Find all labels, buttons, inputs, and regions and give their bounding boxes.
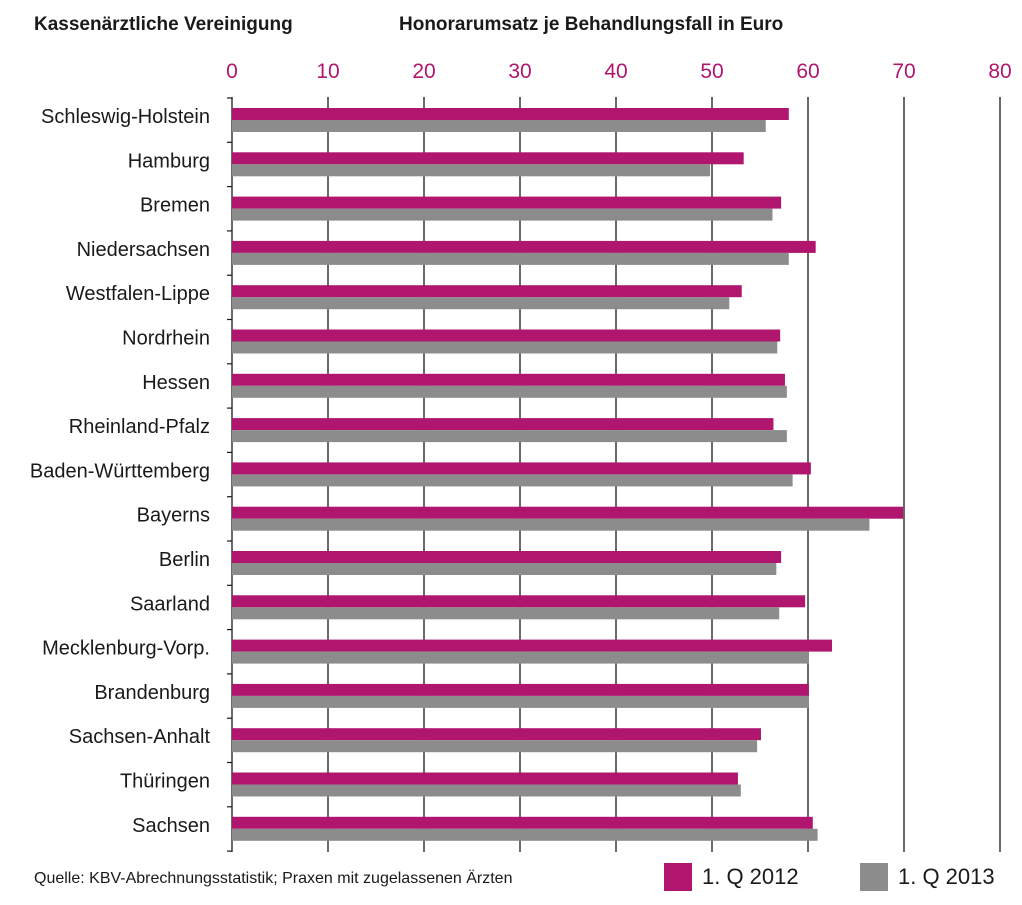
bar-2013-brandenburg [232, 695, 809, 708]
bar-2012-th-ringen [232, 772, 738, 785]
bar-2012-berlin [232, 551, 782, 563]
bar-2012-bayerns [232, 506, 904, 519]
chart-title: Honorarumsatz je Behandlungsfall in Euro [399, 14, 784, 35]
bar-2012-schleswig-holstein [232, 108, 789, 120]
bar-2013-mecklenburg-vorp [232, 651, 809, 664]
category-label-hessen: Hessen [142, 372, 210, 394]
bar-2012-saarland [232, 595, 806, 608]
bar-2013-rheinland-pfalz [232, 430, 787, 443]
bar-2012-nordrhein [232, 329, 781, 342]
category-label-hamburg: Hamburg [128, 150, 210, 172]
legend-item-2012: 1. Q 2012 [664, 862, 799, 892]
bar-2013-hessen [232, 385, 787, 398]
source-note: Quelle: KBV-Abrechnungsstatistik; Praxen… [34, 870, 513, 887]
category-axis-title: Kassenärztliche Vereinigung [34, 14, 293, 35]
bar-2012-hamburg [232, 152, 744, 165]
legend-label-2013: 1. Q 2013 [898, 864, 995, 889]
bar-2012-rheinland-pfalz [232, 418, 774, 431]
bar-2013-westfalen-lippe [232, 297, 730, 310]
bar-2012-sachsen-anhalt [232, 728, 761, 741]
x-tick-label-0: 0 [226, 60, 238, 83]
bar-2013-baden-w-rttemberg [232, 474, 793, 487]
legend-swatch-2012 [664, 863, 692, 891]
bar-2013-bremen [232, 208, 773, 221]
bar-2012-niedersachsen [232, 240, 816, 253]
bar-2013-th-ringen [232, 784, 741, 797]
legend-item-2013: 1. Q 2013 [860, 862, 995, 892]
category-label-nordrhein: Nordrhein [122, 328, 210, 350]
legend-label-2012: 1. Q 2012 [702, 864, 799, 889]
bar-2013-niedersachsen [232, 252, 789, 265]
x-tick-label-20: 20 [412, 60, 435, 83]
category-label-sachsen-anhalt: Sachsen-Anhalt [69, 726, 211, 748]
category-label-baden-w-rttemberg: Baden-Württemberg [30, 460, 210, 482]
x-tick-label-70: 70 [892, 60, 915, 83]
bar-2012-bremen [232, 196, 782, 209]
category-label-saarland: Saarland [130, 593, 210, 615]
bar-2013-nordrhein [232, 341, 778, 354]
category-label-westfalen-lippe: Westfalen-Lippe [66, 283, 210, 305]
legend-swatch-2013 [860, 863, 888, 891]
x-tick-label-30: 30 [508, 60, 531, 83]
bar-2013-schleswig-holstein [232, 120, 766, 132]
category-label-schleswig-holstein: Schleswig-Holstein [41, 106, 210, 128]
bar-2012-sachsen [232, 816, 813, 829]
bar-2012-baden-w-rttemberg [232, 462, 811, 475]
bar-2012-hessen [232, 373, 785, 386]
category-label-th-ringen: Thüringen [120, 771, 210, 793]
x-tick-label-10: 10 [316, 60, 339, 83]
bar-2013-hamburg [232, 164, 711, 177]
category-label-mecklenburg-vorp: Mecklenburg-Vorp. [42, 638, 210, 660]
category-label-bayerns: Bayerns [137, 505, 210, 527]
bar-2013-bayerns [232, 518, 870, 531]
x-tick-label-40: 40 [604, 60, 627, 83]
bar-2013-sachsen [232, 828, 818, 841]
category-label-rheinland-pfalz: Rheinland-Pfalz [69, 416, 210, 438]
bar-2012-mecklenburg-vorp [232, 639, 832, 652]
category-label-sachsen: Sachsen [132, 815, 210, 837]
category-label-brandenburg: Brandenburg [94, 682, 210, 704]
category-label-niedersachsen: Niedersachsen [77, 239, 210, 261]
bar-2013-berlin [232, 563, 777, 575]
bar-2013-saarland [232, 607, 780, 620]
x-tick-label-50: 50 [700, 60, 723, 83]
category-label-bremen: Bremen [140, 195, 210, 217]
bar-2012-westfalen-lippe [232, 285, 742, 298]
bar-2012-brandenburg [232, 683, 809, 696]
x-tick-label-60: 60 [796, 60, 819, 83]
category-label-berlin: Berlin [159, 549, 210, 571]
bar-2013-sachsen-anhalt [232, 740, 758, 753]
x-tick-label-80: 80 [988, 60, 1011, 83]
